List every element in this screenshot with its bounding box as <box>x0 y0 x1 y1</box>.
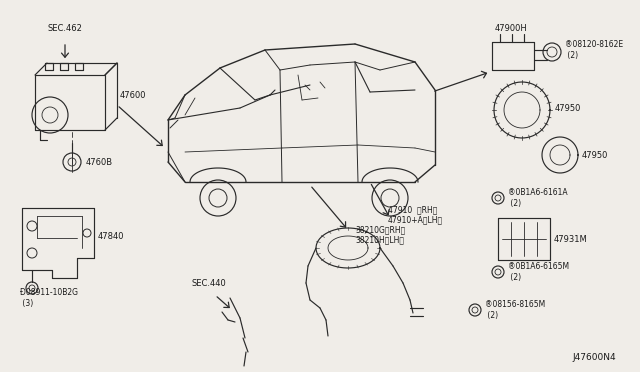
Text: 47840: 47840 <box>98 231 125 241</box>
Text: 38210G〈RH〉
38210H〈LH〉: 38210G〈RH〉 38210H〈LH〉 <box>355 225 405 245</box>
Text: 4760B: 4760B <box>86 157 113 167</box>
Text: 47900H: 47900H <box>495 23 528 32</box>
Text: 47600: 47600 <box>120 90 147 99</box>
Text: 47910  〈RH〉
47910+A〈LH〉: 47910 〈RH〉 47910+A〈LH〉 <box>388 205 443 225</box>
Text: ®0B1A6-6161A
 (2): ®0B1A6-6161A (2) <box>508 188 568 208</box>
Text: SEC.462: SEC.462 <box>47 23 83 32</box>
Text: J47600N4: J47600N4 <box>572 353 616 362</box>
Text: 47950: 47950 <box>582 151 609 160</box>
Text: ®08120-8162E
 (2): ®08120-8162E (2) <box>565 40 623 60</box>
Text: ®08156-8165M
 (2): ®08156-8165M (2) <box>485 300 545 320</box>
Text: ®0B1A6-6165M
 (2): ®0B1A6-6165M (2) <box>508 262 569 282</box>
Text: SEC.440: SEC.440 <box>192 279 227 289</box>
Text: Ð08911-10B2G
 (3): Ð08911-10B2G (3) <box>20 288 78 308</box>
Text: 47931M: 47931M <box>554 234 588 244</box>
Text: 47950: 47950 <box>555 103 581 112</box>
